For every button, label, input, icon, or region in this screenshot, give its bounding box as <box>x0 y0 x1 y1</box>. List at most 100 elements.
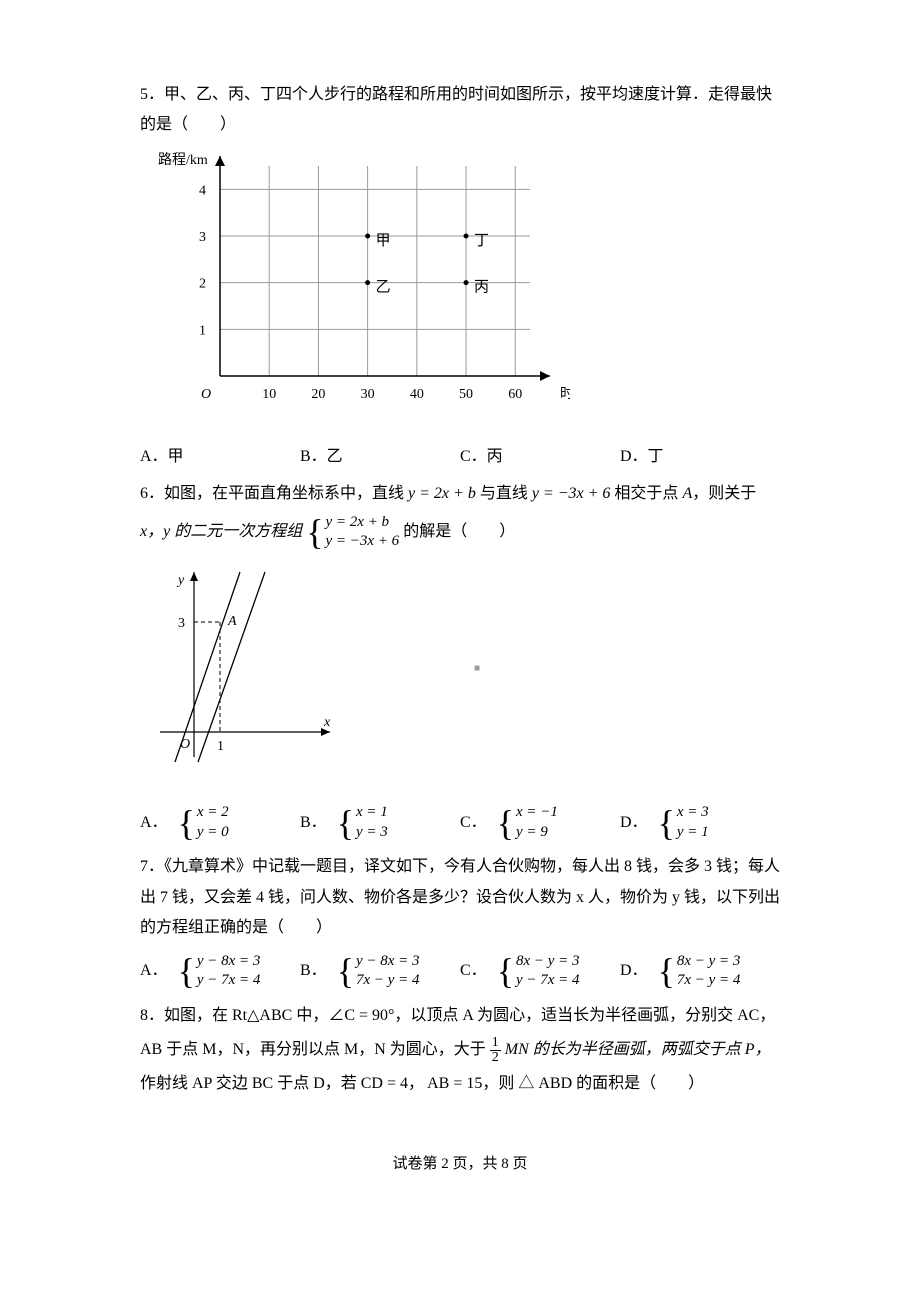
q6-opt-a-line2: y = 0 <box>197 823 229 843</box>
q6-opt-d-line2: y = 1 <box>677 823 709 843</box>
q7-opt-b-system: { y − 8x = 3 7x − y = 4 <box>337 952 420 991</box>
q6-text-line2: x，y 的二元一次方程组 { y = 2x + b y = −3x + 6 的解… <box>140 513 780 552</box>
q5-opt-a: A．甲 <box>140 442 300 472</box>
svg-text:20: 20 <box>311 387 325 402</box>
q7-opt-b-line1: y − 8x = 3 <box>356 952 420 972</box>
decorative-dot-icon: ■ <box>474 663 480 674</box>
q6-opt-b-label: B． <box>300 814 327 831</box>
q6-system: { y = 2x + b y = −3x + 6 <box>306 513 399 552</box>
q6-pointA: A <box>682 485 692 502</box>
q7-opt-a: A． { y − 8x = 3 y − 7x = 4 <box>140 952 300 991</box>
q6-eq1: y = 2x + b <box>408 485 476 502</box>
q6-text-before: 6．如图，在平面直角坐标系中，直线 <box>140 485 408 502</box>
q6-text-mid2: 相交于点 <box>610 485 682 502</box>
q7-opt-a-line2: y − 7x = 4 <box>197 971 261 991</box>
svg-text:O: O <box>201 387 211 402</box>
svg-text:时间/min: 时间/min <box>560 386 570 402</box>
svg-text:乙: 乙 <box>376 279 391 295</box>
q6-line2-after: 的解是（ ） <box>403 523 515 540</box>
q8-p2: AB 于点 M，N，再分别以点 M，N 为圆心，大于 <box>140 1041 490 1058</box>
q8-frac-num: 1 <box>490 1036 501 1051</box>
brace-left-icon: { <box>306 514 323 550</box>
q6-system-line2: y = −3x + 6 <box>326 532 400 552</box>
q6-line2-before: x，y 的二元一次方程组 <box>140 523 306 540</box>
q6-system-line1: y = 2x + b <box>326 513 400 533</box>
brace-left-icon: { <box>658 953 675 989</box>
q8-frac-den: 2 <box>490 1051 501 1065</box>
q6-text-mid3: ，则关于 <box>692 485 756 502</box>
q5-opt-b: B．乙 <box>300 442 460 472</box>
q6-opt-d-system: { x = 3 y = 1 <box>658 803 709 842</box>
q7-opt-d-label: D． <box>620 962 648 979</box>
svg-text:30: 30 <box>361 387 375 402</box>
q6-opt-c-line2: y = 9 <box>516 823 558 843</box>
svg-text:1: 1 <box>199 323 206 338</box>
brace-left-icon: { <box>497 805 514 841</box>
q7-opt-d-line1: 8x − y = 3 <box>677 952 741 972</box>
brace-left-icon: { <box>337 805 354 841</box>
svg-text:50: 50 <box>459 387 473 402</box>
q7-opt-c-label: C． <box>460 962 487 979</box>
q7-opt-c-line2: y − 7x = 4 <box>516 971 580 991</box>
q5-options: A．甲 B．乙 C．丙 D．丁 <box>140 442 780 472</box>
svg-text:4: 4 <box>199 183 206 198</box>
svg-text:y: y <box>176 573 185 588</box>
q6-opt-d: D． { x = 3 y = 1 <box>620 803 780 842</box>
q8-line2: AB 于点 M，N，再分别以点 M，N 为圆心，大于 12 MN 的长为半径画弧… <box>140 1035 780 1065</box>
q8-line3: 作射线 AP 交边 BC 于点 D，若 CD = 4， AB = 15，则 △ … <box>140 1069 780 1099</box>
q5-opt-d: D．丁 <box>620 442 780 472</box>
q7-opt-a-label: A． <box>140 962 168 979</box>
brace-left-icon: { <box>178 805 195 841</box>
page-footer: 试卷第 2 页，共 8 页 <box>140 1150 780 1179</box>
q7-opt-d-line2: 7x − y = 4 <box>677 971 741 991</box>
brace-left-icon: { <box>497 953 514 989</box>
q6-opt-a-line1: x = 2 <box>197 803 229 823</box>
q6-opt-d-label: D． <box>620 814 648 831</box>
q6-chart-svg: O13Axy <box>140 562 340 782</box>
q6-text-line1: 6．如图，在平面直角坐标系中，直线 y = 2x + b 与直线 y = −3x… <box>140 479 780 509</box>
q6-opt-b: B． { x = 1 y = 3 <box>300 803 460 842</box>
q6-opt-b-line2: y = 3 <box>356 823 388 843</box>
svg-text:60: 60 <box>508 387 522 402</box>
q6-opt-c-system: { x = −1 y = 9 <box>497 803 558 842</box>
svg-text:x: x <box>323 715 331 730</box>
q7-opt-b-label: B． <box>300 962 327 979</box>
q6-opt-b-line1: x = 1 <box>356 803 388 823</box>
svg-text:丙: 丙 <box>474 279 489 295</box>
q6-chart: O13Axy ■ <box>140 562 780 793</box>
q7-opt-d: D． { 8x − y = 3 7x − y = 4 <box>620 952 780 991</box>
q6-opt-a: A． { x = 2 y = 0 <box>140 803 300 842</box>
svg-text:1: 1 <box>217 739 224 754</box>
q8-p3: MN 的长为半径画弧，两弧交于点 P， <box>501 1041 771 1058</box>
svg-text:40: 40 <box>410 387 424 402</box>
q7-opt-c-system: { 8x − y = 3 y − 7x = 4 <box>497 952 580 991</box>
svg-text:3: 3 <box>178 616 185 631</box>
brace-left-icon: { <box>178 953 195 989</box>
q8-line1: 8．如图，在 Rt△ABC 中，∠C = 90°，以顶点 A 为圆心，适当长为半… <box>140 1001 780 1031</box>
q7-opt-d-system: { 8x − y = 3 7x − y = 4 <box>658 952 741 991</box>
q6-options: A． { x = 2 y = 0 B． { x = 1 y = 3 C． { x… <box>140 803 780 842</box>
q7-options: A． { y − 8x = 3 y − 7x = 4 B． { y − 8x =… <box>140 952 780 991</box>
q7-opt-c-line1: 8x − y = 3 <box>516 952 580 972</box>
q8-frac: 12 <box>490 1036 501 1065</box>
q5-chart: 1020304050601234O时间/min路程/km甲乙丁丙 <box>140 151 780 432</box>
q5-opt-c: C．丙 <box>460 442 620 472</box>
brace-left-icon: { <box>658 805 675 841</box>
q6-opt-c: C． { x = −1 y = 9 <box>460 803 620 842</box>
q6-opt-b-system: { x = 1 y = 3 <box>337 803 388 842</box>
q6-opt-d-line1: x = 3 <box>677 803 709 823</box>
q7-opt-b-line2: 7x − y = 4 <box>356 971 420 991</box>
svg-text:O: O <box>180 737 190 752</box>
svg-text:10: 10 <box>262 387 276 402</box>
q7-opt-a-system: { y − 8x = 3 y − 7x = 4 <box>178 952 261 991</box>
q6-eq2: y = −3x + 6 <box>532 485 611 502</box>
q7-opt-b: B． { y − 8x = 3 7x − y = 4 <box>300 952 460 991</box>
q5-text: 5．甲、乙、丙、丁四个人步行的路程和所用的时间如图所示，按平均速度计算．走得最快… <box>140 80 780 141</box>
q7-opt-a-line1: y − 8x = 3 <box>197 952 261 972</box>
svg-text:3: 3 <box>199 230 206 245</box>
q7-opt-c: C． { 8x − y = 3 y − 7x = 4 <box>460 952 620 991</box>
q5-chart-svg: 1020304050601234O时间/min路程/km甲乙丁丙 <box>140 151 570 421</box>
svg-text:丁: 丁 <box>474 233 489 249</box>
svg-text:2: 2 <box>199 276 206 291</box>
svg-text:甲: 甲 <box>376 233 391 249</box>
